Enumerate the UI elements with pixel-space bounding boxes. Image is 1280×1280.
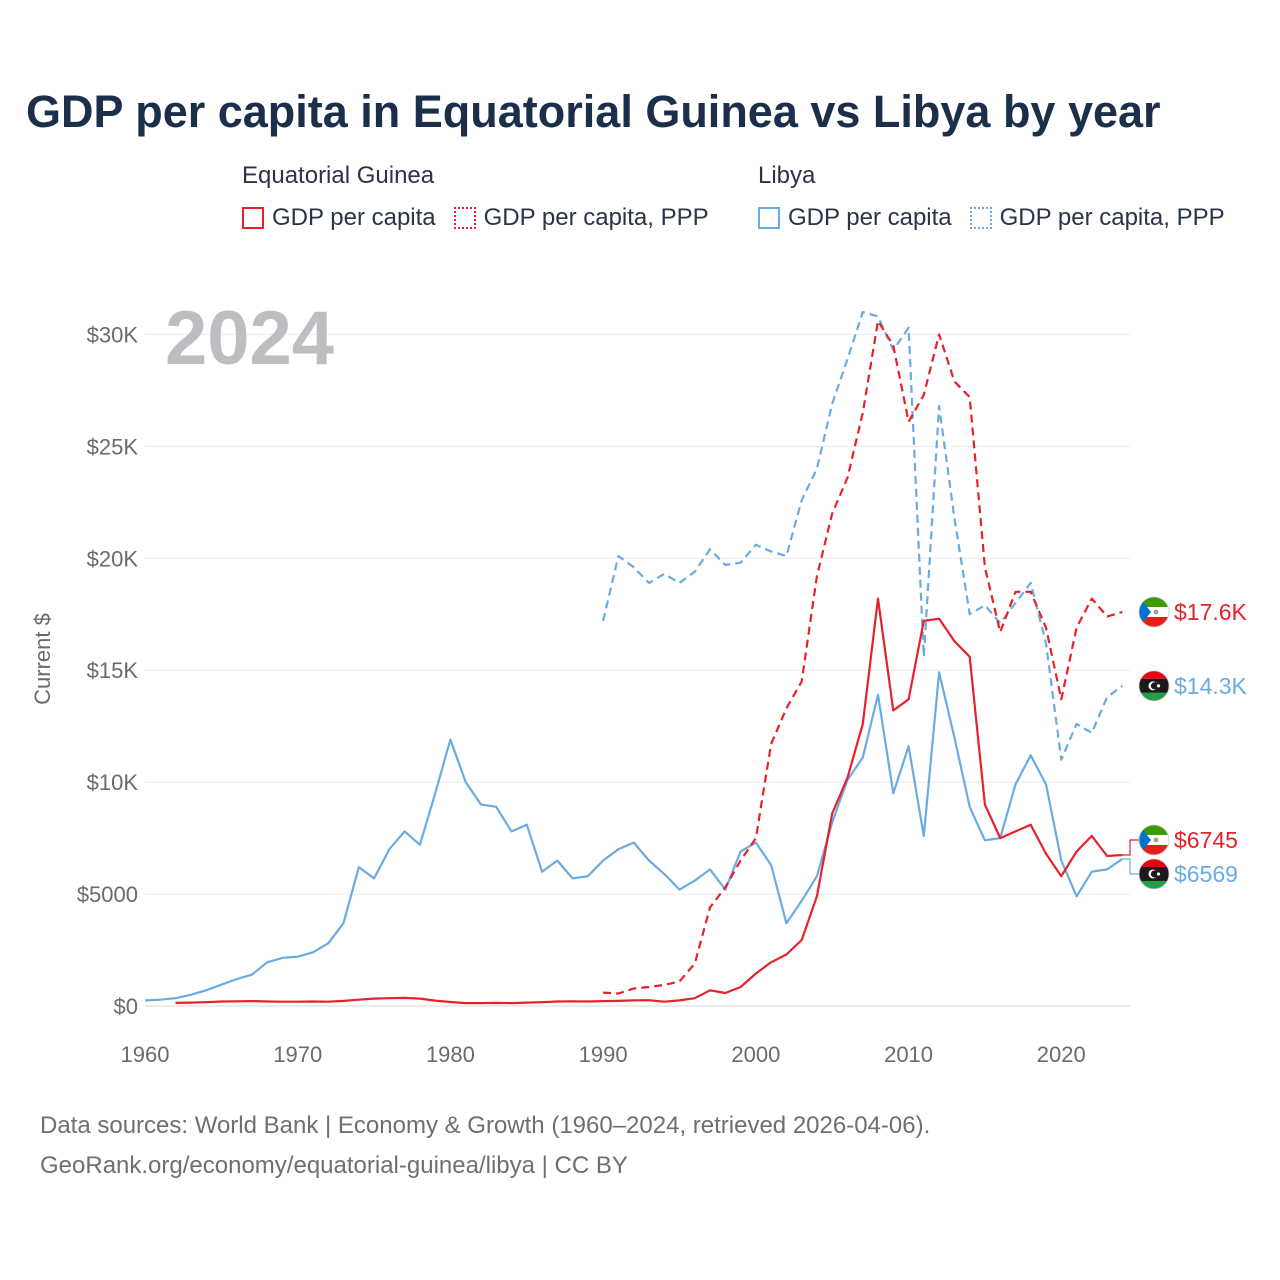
equatorial-guinea-flag-icon — [1138, 824, 1170, 856]
equatorial-guinea-flag-icon — [1138, 596, 1170, 628]
source-line-2[interactable]: GeoRank.org/economy/equatorial-guinea/li… — [40, 1152, 628, 1179]
legend-item-ly-gdp-ppp[interactable]: GDP per capita, PPP — [969, 204, 1225, 232]
legend-heading-equatorial-guinea: Equatorial Guinea — [242, 162, 435, 189]
legend-swatch-dotted-red — [453, 207, 476, 229]
legend-swatch-dotted-blue — [969, 207, 992, 229]
x-tick-label: 1980 — [426, 1042, 475, 1067]
legend-label: GDP per capita — [272, 204, 436, 231]
y-tick-label: $0 — [114, 994, 138, 1019]
legend-swatch-solid-red — [242, 207, 264, 229]
y-tick-label: $5000 — [77, 882, 138, 907]
y-tick-label: $20K — [87, 546, 139, 571]
x-tick-label: 2020 — [1037, 1042, 1086, 1067]
y-tick-label: $30K — [87, 322, 139, 347]
legend-label: GDP per capita, PPP — [483, 204, 709, 231]
source-line-1: Data sources: World Bank | Economy & Gro… — [40, 1112, 931, 1139]
series-line — [144, 671, 1124, 1002]
y-tick-label: $10K — [87, 770, 139, 795]
legend-label: GDP per capita, PPP — [999, 204, 1225, 231]
series-line — [175, 597, 1123, 1005]
end-label-connector — [1122, 839, 1139, 856]
legend-label: GDP per capita — [788, 204, 952, 231]
end-value-label: $6569 — [1174, 861, 1238, 887]
legend-group-libya: Libya GDP per capita GDP per capita, PPP — [758, 162, 1225, 232]
legend-item-eg-gdp[interactable]: GDP per capita — [242, 204, 436, 232]
series-line — [602, 310, 1124, 761]
legend-item-eg-gdp-ppp[interactable]: GDP per capita, PPP — [453, 204, 709, 232]
x-tick-label: 1960 — [121, 1042, 170, 1067]
end-value-label: $6745 — [1174, 827, 1238, 853]
series-line — [603, 319, 1123, 995]
x-tick-label: 2000 — [731, 1042, 780, 1067]
libya-flag-icon — [1138, 670, 1170, 702]
year-label: 2024 — [165, 296, 334, 381]
legend-swatch-solid-blue — [758, 207, 780, 229]
end-value-label: $17.6K — [1174, 599, 1248, 625]
x-tick-label: 2010 — [884, 1042, 933, 1067]
legend-heading-libya: Libya — [758, 162, 816, 189]
end-value-label: $14.3K — [1174, 673, 1248, 699]
end-label-connector — [1122, 858, 1139, 875]
y-tick-label: $25K — [87, 434, 139, 459]
y-axis-label: Current $ — [30, 613, 55, 705]
y-tick-label: $15K — [87, 658, 139, 683]
x-tick-label: 1990 — [579, 1042, 628, 1067]
chart-title: GDP per capita in Equatorial Guinea vs L… — [26, 86, 1161, 137]
source-note: Data sources: World Bank | Economy & Gro… — [40, 1106, 930, 1186]
x-tick-label: 1970 — [273, 1042, 322, 1067]
legend-group-equatorial-guinea: Equatorial Guinea GDP per capita GDP per… — [242, 162, 709, 232]
legend-item-ly-gdp[interactable]: GDP per capita — [758, 204, 952, 232]
line-chart: $0 $5000 $10K $15K $20K $25K $30K 1960 1970 1980 1… — [30, 296, 1248, 1067]
libya-flag-icon — [1138, 858, 1170, 890]
